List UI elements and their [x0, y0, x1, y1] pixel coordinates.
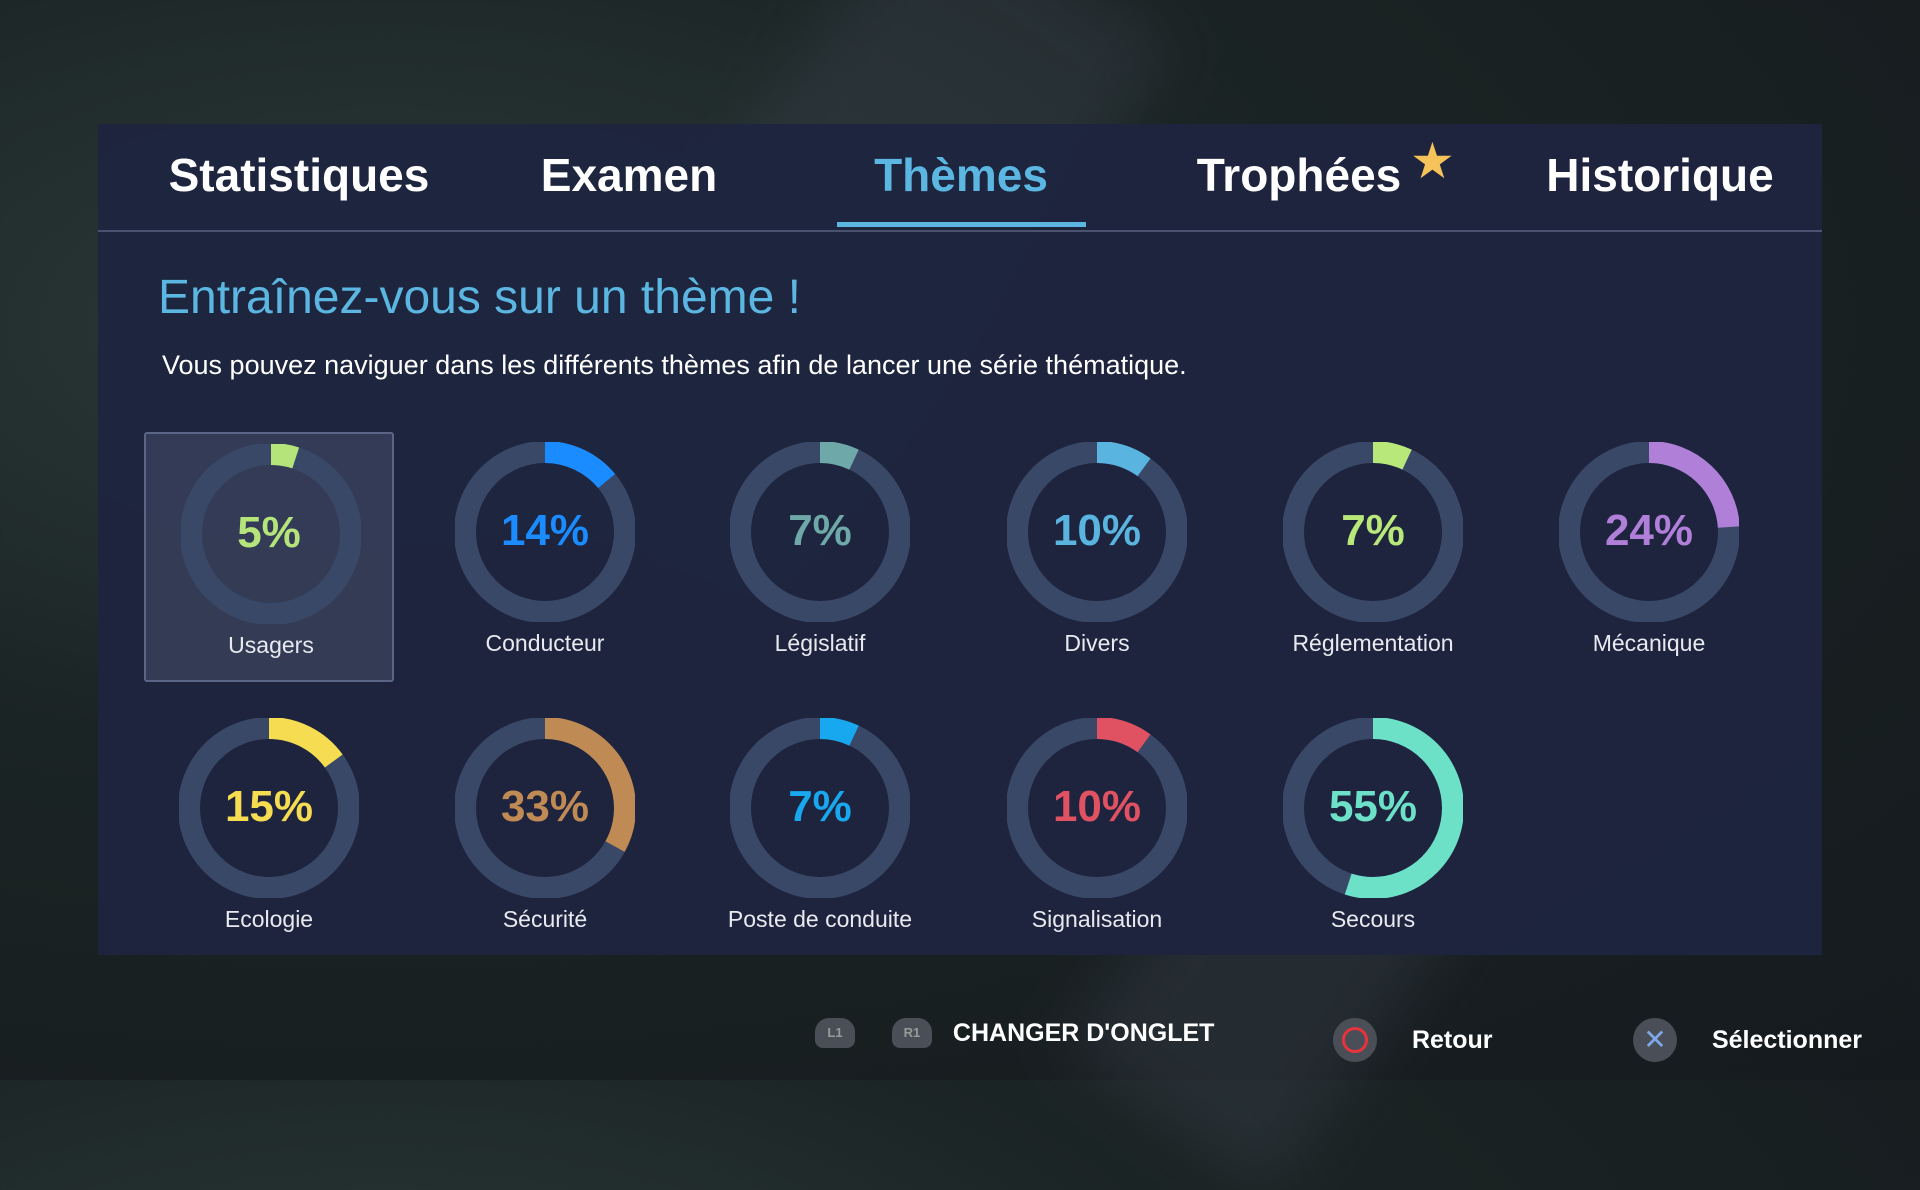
- change-tab-hint: L1 R1 CHANGER D'ONGLET: [815, 1018, 1214, 1062]
- theme-percent: 7%: [788, 782, 852, 831]
- progress-ring: [1559, 442, 1739, 622]
- progress-ring: [730, 718, 910, 898]
- theme-name: Usagers: [228, 632, 314, 658]
- theme-name: Signalisation: [1031, 906, 1163, 932]
- theme-tile[interactable]: 15% Ecologie: [144, 708, 394, 958]
- ring-progress: [1007, 718, 1187, 898]
- theme-tile[interactable]: 24% Mécanique: [1524, 432, 1774, 682]
- cross-button-icon: ✕: [1633, 1018, 1677, 1062]
- ring-progress: [730, 442, 910, 622]
- ring-progress: [1283, 718, 1463, 898]
- theme-name: Secours: [1330, 906, 1416, 932]
- ring-progress: [179, 718, 359, 898]
- ring-progress: [1007, 442, 1187, 622]
- theme-percent: 55%: [1328, 782, 1418, 831]
- progress-ring: [1283, 442, 1463, 622]
- ring-progress: [455, 718, 635, 898]
- theme-name: Conducteur: [485, 630, 605, 656]
- theme-name: Divers: [1064, 630, 1130, 656]
- theme-percent: 24%: [1604, 506, 1694, 555]
- tab-examen[interactable]: Examen: [540, 149, 718, 201]
- theme-tile[interactable]: 7% Poste de conduite: [695, 708, 945, 958]
- themes-panel: Statistiques Examen Thèmes Trophées ★ Hi…: [98, 124, 1822, 955]
- theme-tile[interactable]: 33% Sécurité: [420, 708, 670, 958]
- theme-tile[interactable]: 14% Conducteur: [420, 432, 670, 682]
- progress-ring: [455, 442, 635, 622]
- theme-percent: 14%: [500, 506, 590, 555]
- theme-percent: 10%: [1052, 782, 1142, 831]
- ring-progress: [181, 444, 361, 624]
- theme-tile[interactable]: 7% Législatif: [695, 432, 945, 682]
- back-button[interactable]: Retour: [1333, 1018, 1493, 1062]
- select-button[interactable]: ✕ Sélectionner: [1633, 1018, 1862, 1062]
- ring-progress: [1283, 442, 1463, 622]
- theme-percent: 7%: [1341, 506, 1405, 555]
- theme-name: Sécurité: [502, 906, 588, 932]
- theme-tile[interactable]: 7% Réglementation: [1248, 432, 1498, 682]
- theme-name: Ecologie: [224, 906, 314, 932]
- r1-button-icon: R1: [891, 1018, 932, 1049]
- theme-name: Législatif: [774, 630, 866, 656]
- theme-tile[interactable]: 10% Divers: [972, 432, 1222, 682]
- progress-ring: [1007, 718, 1187, 898]
- tab-statistiques[interactable]: Statistiques: [168, 149, 430, 201]
- theme-tile[interactable]: 55% Secours: [1248, 708, 1498, 958]
- progress-ring: [455, 718, 635, 898]
- l1-button-icon: L1: [815, 1018, 855, 1049]
- progress-ring: [181, 444, 361, 624]
- page-title: Entraînez-vous sur un thème !: [158, 271, 801, 324]
- theme-name: Mécanique: [1592, 630, 1706, 656]
- page-subtitle: Vous pouvez naviguer dans les différents…: [162, 350, 1187, 380]
- theme-name: Poste de conduite: [727, 906, 913, 932]
- ring-progress: [730, 718, 910, 898]
- active-tab-indicator: [837, 222, 1086, 227]
- back-label: Retour: [1411, 1025, 1493, 1054]
- progress-ring: [730, 442, 910, 622]
- theme-percent: 33%: [500, 782, 590, 831]
- theme-percent: 15%: [224, 782, 314, 831]
- theme-percent: 7%: [788, 506, 852, 555]
- ring-progress: [455, 442, 635, 622]
- ring-progress: [1559, 442, 1739, 622]
- tab-bar: Statistiques Examen Thèmes Trophées ★ Hi…: [98, 124, 1822, 232]
- theme-percent: 10%: [1052, 506, 1142, 555]
- tab-themes[interactable]: Thèmes: [874, 149, 1048, 201]
- progress-ring: [1007, 442, 1187, 622]
- theme-tile[interactable]: 5% Usagers: [144, 432, 394, 682]
- change-tab-label: CHANGER D'ONGLET: [952, 1018, 1215, 1047]
- circle-button-icon: [1333, 1018, 1377, 1062]
- progress-ring: [1283, 718, 1463, 898]
- theme-percent: 5%: [237, 508, 301, 557]
- theme-tile[interactable]: 10% Signalisation: [972, 708, 1222, 958]
- tab-trophees[interactable]: Trophées: [1196, 149, 1402, 201]
- tab-historique[interactable]: Historique: [1546, 149, 1774, 201]
- select-label: Sélectionner: [1711, 1025, 1863, 1054]
- theme-name: Réglementation: [1292, 630, 1454, 656]
- progress-ring: [179, 718, 359, 898]
- star-icon: ★: [1410, 132, 1455, 190]
